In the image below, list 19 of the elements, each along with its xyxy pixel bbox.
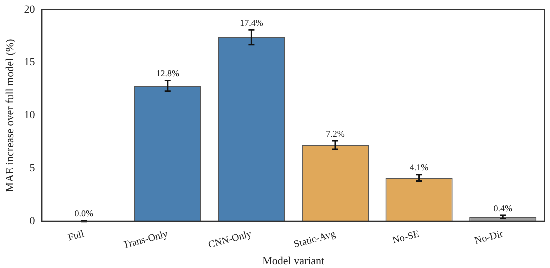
- y-tick-label: 0: [30, 215, 36, 228]
- x-tick-label: CNN-Only: [207, 228, 254, 252]
- data-label: 7.2%: [326, 128, 346, 139]
- data-label: 0.4%: [494, 203, 513, 214]
- y-tick-label: 20: [24, 4, 36, 16]
- x-tick-label: Full: [67, 228, 86, 244]
- data-label: 4.1%: [410, 162, 430, 173]
- y-tick-label: 5: [30, 162, 36, 174]
- y-tick-label: 10: [24, 110, 36, 122]
- x-tick-label: No-SE: [392, 228, 421, 247]
- data-label: 17.4%: [240, 18, 264, 28]
- x-tick-label: Trans-Only: [122, 228, 170, 252]
- x-tick-label: Static-Avg: [292, 228, 337, 251]
- data-label: 12.8%: [156, 68, 180, 79]
- x-tick-label: No-Dir: [474, 228, 506, 248]
- y-tick-label: 15: [24, 56, 36, 69]
- x-axis-title: Model variant: [262, 255, 325, 268]
- data-label: 0.0%: [74, 208, 94, 219]
- y-axis-title: MAE increase over full model (%): [4, 38, 16, 192]
